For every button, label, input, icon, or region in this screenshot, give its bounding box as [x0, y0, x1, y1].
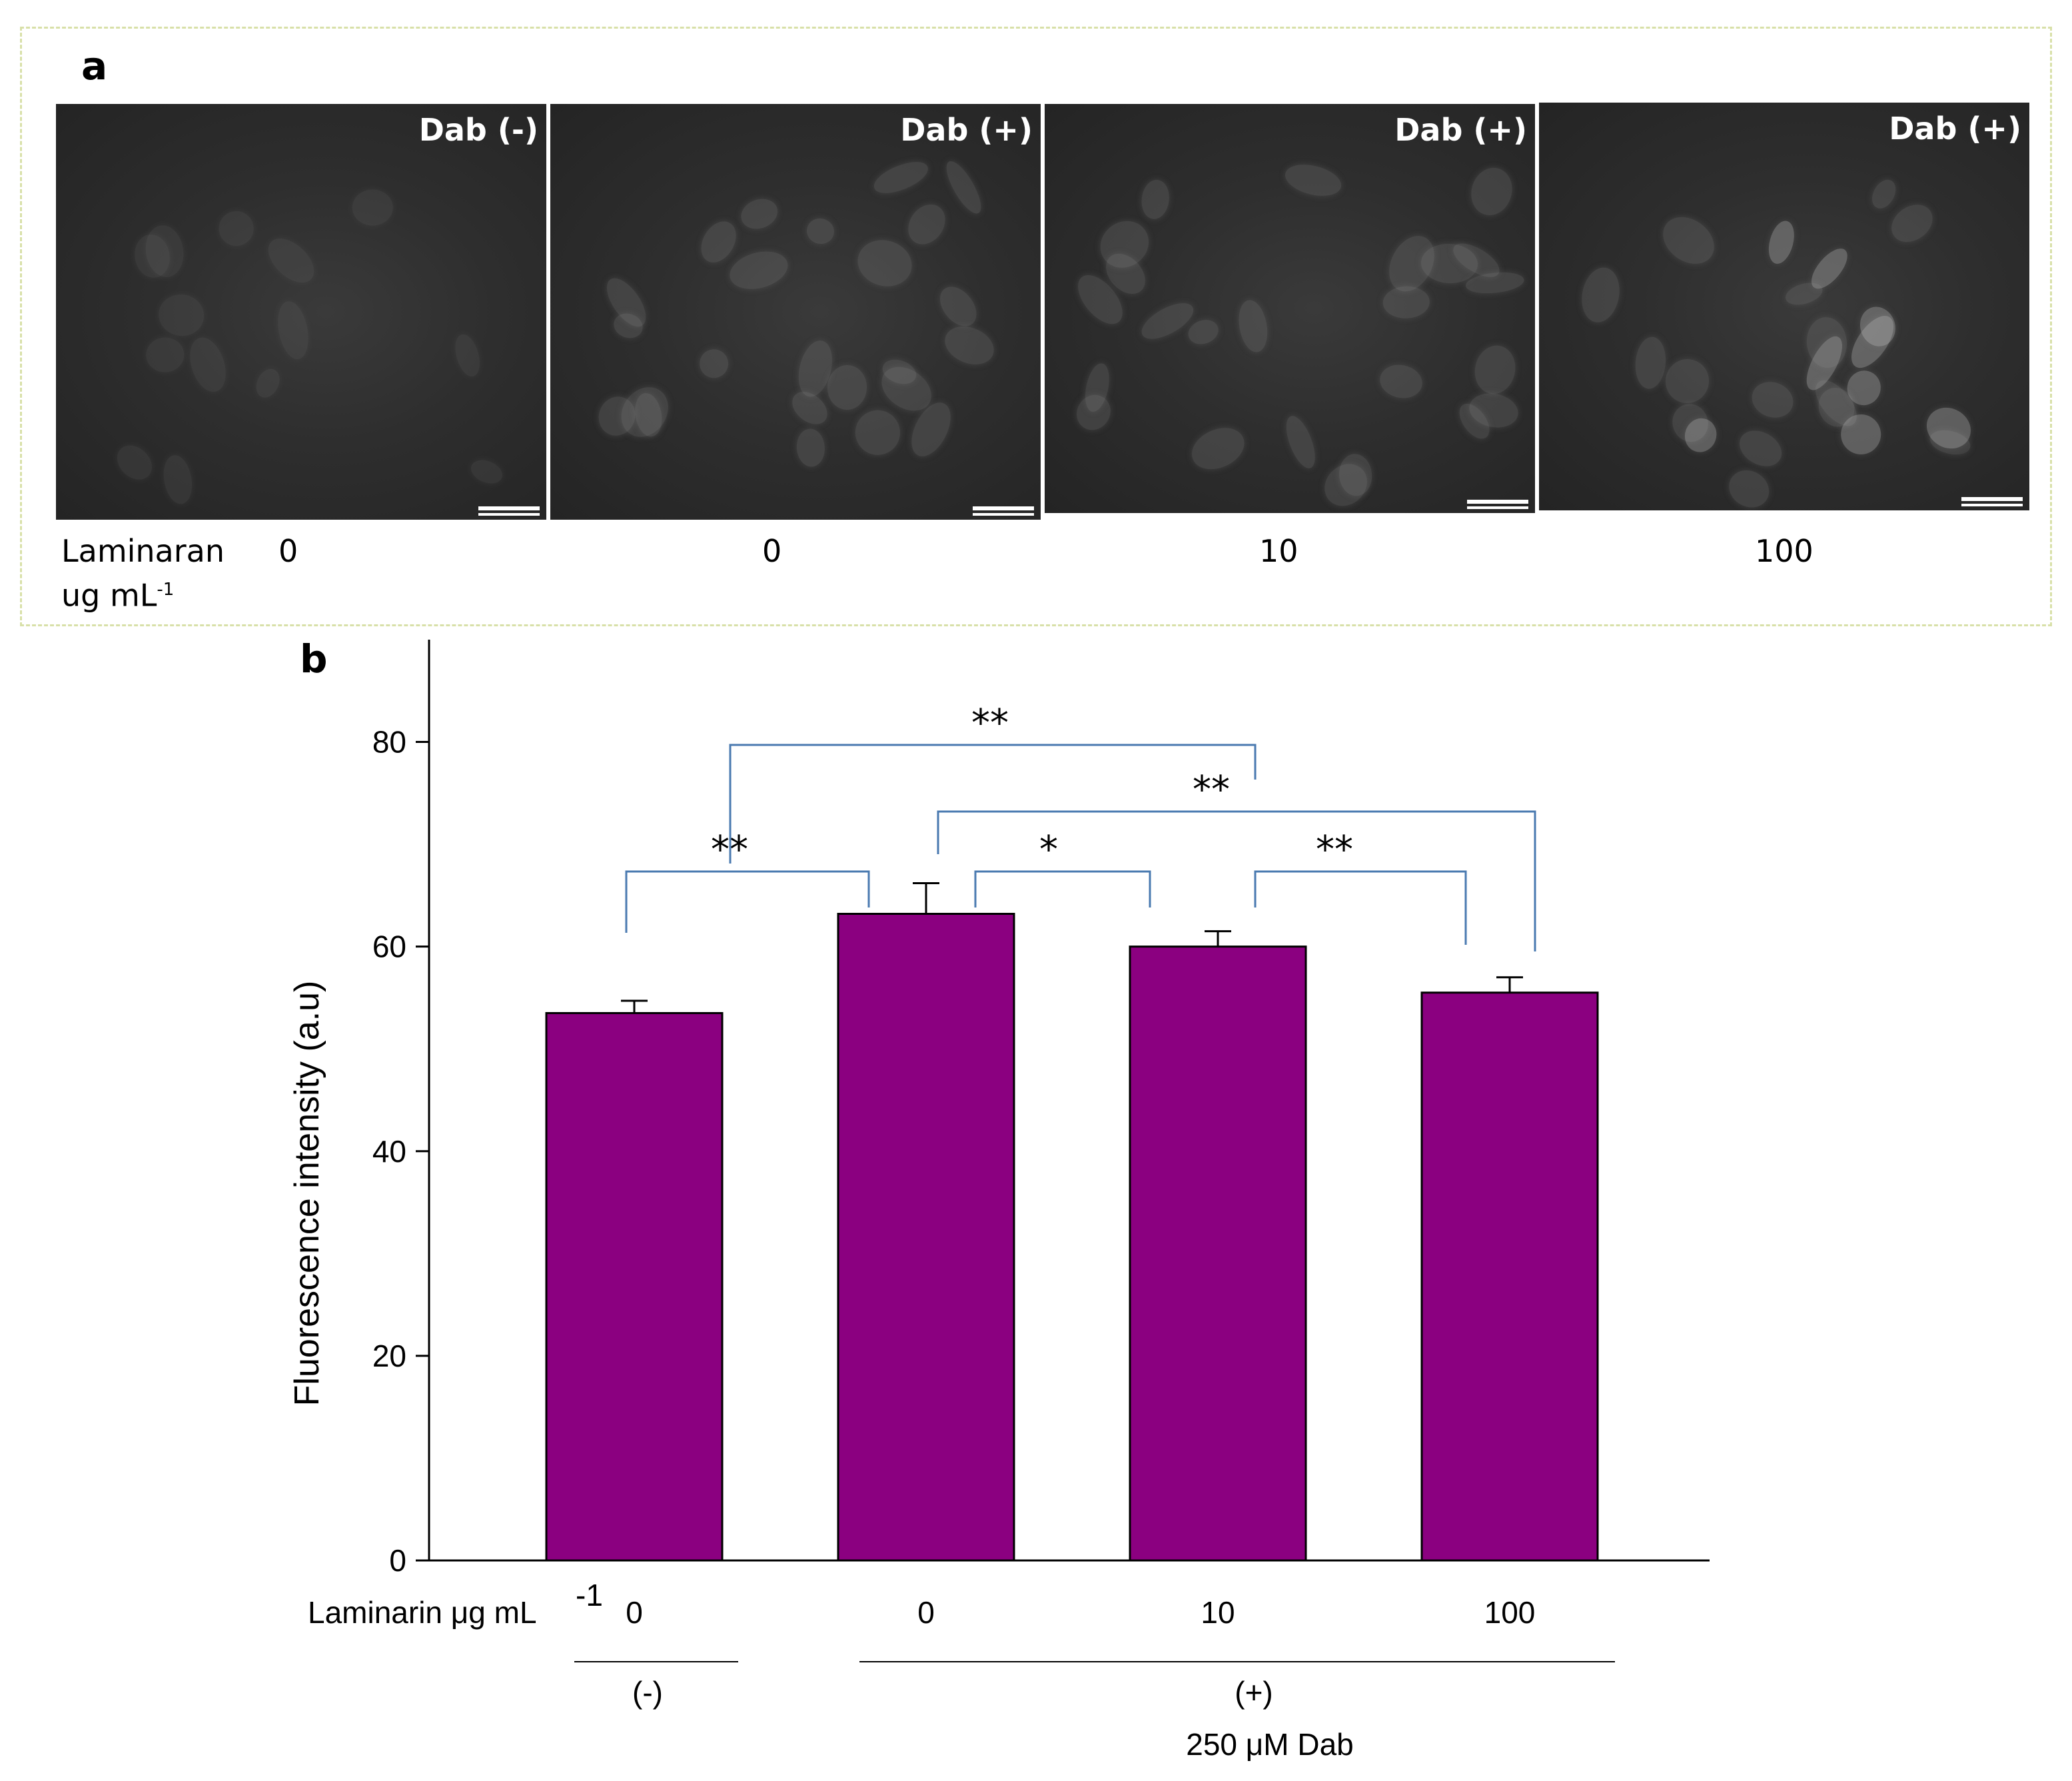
significance-mark: ** — [1193, 768, 1230, 812]
scale-bar — [1961, 497, 2023, 506]
micrograph-4: Dab (+) — [1539, 103, 2029, 510]
panel-a-row-label: Laminaran ug mL-1 — [61, 532, 225, 614]
micrograph-3-tag: Dab (+) — [1394, 112, 1527, 148]
significance-bracket — [729, 744, 1257, 864]
bar-1 — [545, 1011, 724, 1562]
scale-bar — [973, 506, 1034, 516]
group-label-minus: (-) — [632, 1675, 663, 1710]
y-tick-label: 40 — [372, 1134, 406, 1169]
significance-bracket — [1254, 870, 1467, 945]
bar-4 — [1420, 991, 1599, 1562]
bar-3 — [1129, 945, 1307, 1562]
x-tick-label: 10 — [1201, 1595, 1235, 1630]
bar-2 — [837, 913, 1015, 1562]
row-label-line2: ug mL-1 — [61, 577, 175, 614]
x-tick-label: 100 — [1484, 1595, 1536, 1630]
significance-bracket — [974, 870, 1151, 907]
panel-a-frame — [20, 27, 2052, 626]
y-tick-label: 80 — [372, 725, 406, 760]
significance-mark: * — [1039, 828, 1058, 872]
y-axis-title: Fluorescence intensity (a.u) — [288, 981, 326, 1407]
x-row-label: Laminarin μg mL — [308, 1595, 537, 1630]
micrograph-1-tag: Dab (-) — [418, 112, 538, 148]
micrograph-2-dose: 0 — [762, 533, 782, 569]
significance-bracket — [625, 870, 870, 933]
micrograph-3: Dab (+) — [1045, 104, 1535, 513]
significance-mark: ** — [971, 702, 1009, 745]
scale-bar — [1467, 500, 1528, 509]
micrograph-1: Dab (-) — [56, 104, 546, 520]
y-tick-label: 20 — [372, 1339, 406, 1373]
x-tick-label: 0 — [917, 1595, 935, 1630]
micrograph-4-tag: Dab (+) — [1889, 111, 2021, 147]
micrograph-4-dose: 100 — [1755, 533, 1813, 569]
y-tick-label: 0 — [389, 1543, 406, 1578]
group-label-plus: (+) — [1235, 1675, 1273, 1710]
micrograph-2-tag: Dab (+) — [900, 112, 1033, 148]
micrograph-3-dose: 10 — [1259, 533, 1298, 569]
row-label-line1: Laminaran — [61, 533, 225, 569]
x-row-label-sup: -1 — [576, 1578, 603, 1612]
y-tick-label: 60 — [372, 929, 406, 964]
significance-mark: ** — [1316, 828, 1353, 872]
panel-b-label: b — [300, 636, 328, 682]
micrograph-1-dose: 0 — [278, 533, 298, 569]
group-caption: 250 μM Dab — [1186, 1727, 1354, 1762]
scale-bar — [478, 506, 540, 516]
x-tick-label: 0 — [626, 1595, 643, 1630]
panel-a-label: a — [81, 43, 108, 89]
significance-bracket — [937, 810, 1536, 951]
micrograph-2: Dab (+) — [550, 104, 1041, 520]
